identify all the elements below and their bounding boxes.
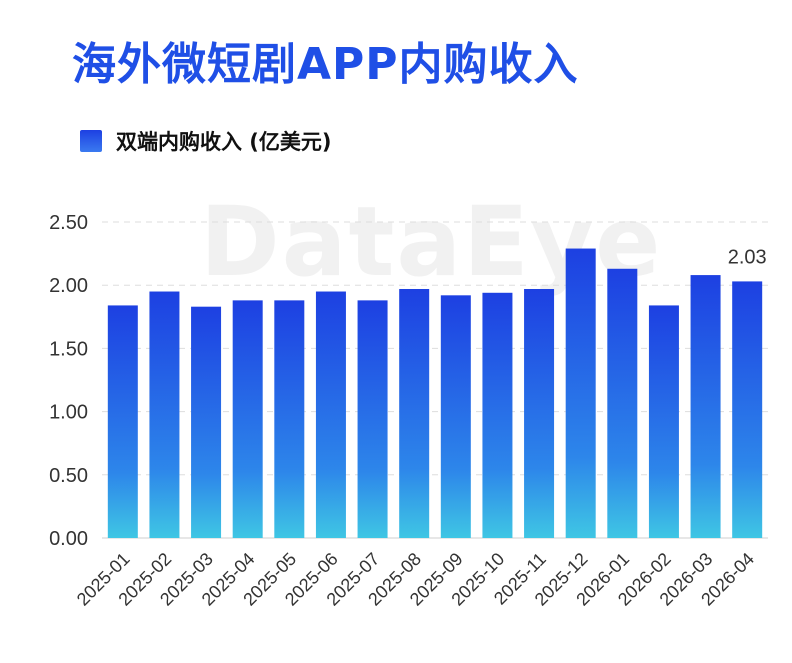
bar-2026-02[interactable] [648, 305, 679, 538]
bar-2026-03[interactable] [690, 275, 721, 538]
bar-2026-04[interactable] [732, 281, 763, 538]
bar-2025-11[interactable] [524, 288, 555, 538]
data-label: 2.03 [728, 246, 767, 268]
bar-2026-01[interactable] [607, 268, 638, 538]
bar-2025-10[interactable] [482, 292, 513, 538]
bar-2025-07[interactable] [357, 300, 388, 538]
legend-label: 双端内购收入 (亿美元) [116, 130, 332, 154]
y-tick-label: 0.00 [49, 528, 88, 550]
bar-2025-08[interactable] [399, 288, 430, 538]
bar-2025-06[interactable] [315, 291, 346, 538]
y-tick-label: 0.50 [49, 465, 88, 487]
chart-title: 海外微短剧APP内购收入 [72, 39, 579, 90]
y-tick-label: 1.50 [49, 338, 88, 360]
bar-2025-03[interactable] [191, 306, 222, 538]
bar-2025-01[interactable] [107, 305, 138, 538]
bar-2025-04[interactable] [232, 300, 263, 538]
bar-2025-05[interactable] [274, 300, 305, 538]
y-tick-label: 1.00 [49, 402, 88, 424]
y-tick-label: 2.00 [49, 275, 88, 297]
legend-swatch [80, 130, 102, 152]
y-tick-label: 2.50 [49, 212, 88, 234]
legend: 双端内购收入 (亿美元) [80, 126, 332, 156]
bar-2025-02[interactable] [149, 291, 180, 538]
bar-2025-12[interactable] [565, 248, 596, 538]
bar-2025-09[interactable] [440, 295, 471, 538]
